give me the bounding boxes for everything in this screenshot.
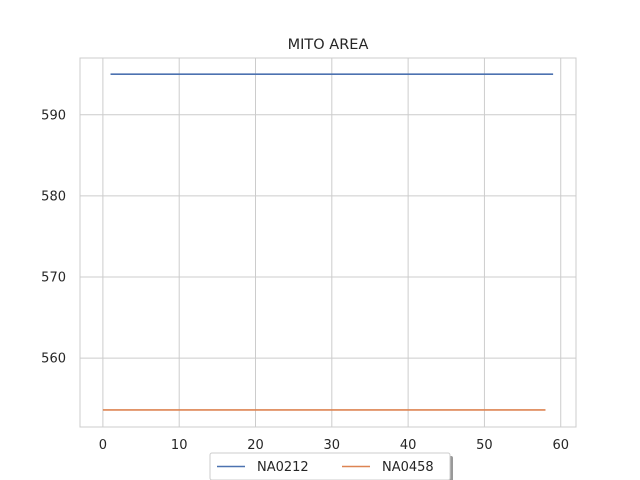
legend-label: NA0458 xyxy=(382,460,434,475)
y-tick-label: 560 xyxy=(41,352,66,367)
legend-label: NA0212 xyxy=(257,460,309,475)
y-tick-label: 570 xyxy=(41,270,66,285)
legend-box xyxy=(209,452,451,480)
plot-frame xyxy=(79,57,577,428)
x-tick-label: 30 xyxy=(324,438,341,453)
grid xyxy=(80,58,576,427)
chart-title: MITO AREA xyxy=(288,37,369,53)
x-tick-label: 50 xyxy=(476,438,493,453)
x-tick-label: 0 xyxy=(99,438,107,453)
y-tick-label: 580 xyxy=(41,189,66,204)
x-tick-label: 40 xyxy=(400,438,417,453)
x-tick-label: 10 xyxy=(171,438,188,453)
legend: NA0212 NA0458 xyxy=(209,452,453,480)
y-axis-ticks: 560 570 580 590 xyxy=(41,108,66,366)
x-axis-ticks: 0 10 20 30 40 50 60 xyxy=(99,438,569,453)
x-tick-label: 20 xyxy=(247,438,264,453)
series-lines xyxy=(102,73,554,411)
y-tick-label: 590 xyxy=(41,108,66,123)
x-tick-label: 60 xyxy=(552,438,569,453)
